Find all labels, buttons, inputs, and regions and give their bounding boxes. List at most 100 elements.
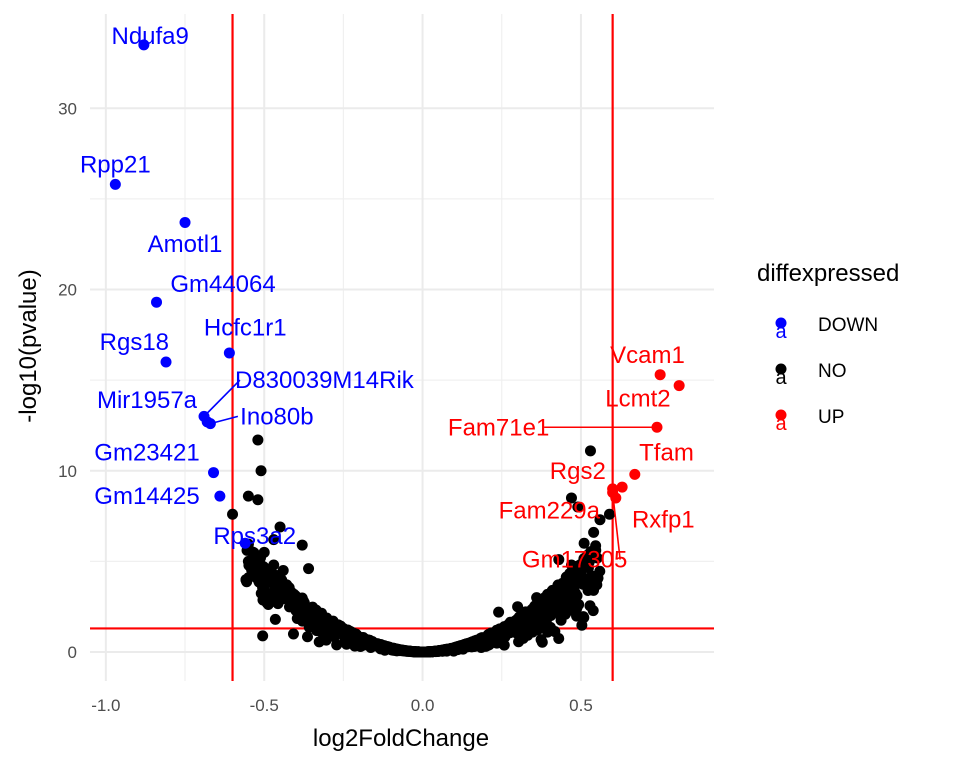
x-tick-label: -1.0 [91,696,120,715]
legend-key-point [775,363,787,375]
gene-label-amotl1: Amotl1 [148,231,223,258]
point-no [268,559,280,571]
gene-label-ndufa9: Ndufa9 [111,23,188,50]
point-no [301,631,313,643]
point-no [274,521,286,533]
gene-label-gm44064: Gm44064 [170,271,275,298]
point-no [269,613,281,625]
point-no [258,546,270,558]
point-no [588,526,600,538]
label-segments [203,379,657,560]
point-no [310,620,322,632]
data-points [109,39,685,658]
point-no [591,579,603,591]
point-no [578,537,590,549]
gene-label-fam71e1: Fam71e1 [448,414,549,441]
gene-label-fam229a: Fam229a [499,498,601,525]
point-no [338,626,350,638]
point-no [580,577,592,589]
point-no [252,494,264,506]
point-no [511,627,523,639]
point-no [569,587,581,599]
gene-label-lcmt2: Lcmt2 [605,385,670,412]
gene-label-rxfp1: Rxfp1 [632,507,695,534]
point-rgs2 [616,481,628,493]
point-amotl1 [179,216,191,228]
point-no [587,605,599,617]
point-no [493,606,505,618]
y-tick-label: 0 [68,643,77,662]
gene-label-mir1957a: Mir1957a [97,387,198,414]
legend-key-glyph: a [775,413,787,435]
point-no [565,492,577,504]
point-no [242,555,254,567]
point-no [594,565,606,577]
point-lcmt2 [673,380,685,392]
point-no [261,597,273,609]
point-no [296,539,308,551]
gene-label-ino80b: Ino80b [240,403,313,430]
point-no [258,570,270,582]
y-tick-label: 30 [58,99,77,118]
point-gm44064 [151,296,163,308]
threshold-lines [90,14,714,681]
point-no [573,599,585,611]
point-no [583,556,595,568]
gene-label-gm14425: Gm14425 [94,483,199,510]
point-no [242,490,254,502]
point-no [388,644,400,656]
point-no [584,445,596,457]
gene-label-rgs2: Rgs2 [550,458,606,485]
point-no [415,646,427,658]
point-no [296,594,308,606]
point-no [298,607,310,619]
segment-d830039m14rik [203,379,241,417]
point-no [553,632,565,644]
legend-title: diffexpressed [757,260,899,287]
legend-key-point [775,317,787,329]
point-rgs18 [160,356,172,368]
point-no [572,501,584,513]
point-no [252,562,264,574]
point-no [565,559,577,571]
point-no [445,643,457,655]
gene-label-rpp21: Rpp21 [80,151,151,178]
point-no [286,594,298,606]
point-no [577,611,589,623]
point-no [594,514,606,526]
legend-key-point [775,409,787,421]
point-no [277,564,289,576]
point-rpp21 [109,178,121,190]
point-no [512,601,524,613]
point-no [535,634,547,646]
point-no [531,592,543,604]
y-tick-label: 20 [58,281,77,300]
point-no [240,574,252,586]
gene-label-gm17305: Gm17305 [522,547,627,574]
point-no [585,546,597,558]
point-no [227,508,239,520]
point-no [497,630,509,642]
legend-key-glyph: a [775,321,787,343]
legend: diffexpressed a DOWN a NO a UP [757,260,899,435]
point-no [455,640,467,652]
point-no [313,636,325,648]
legend-entries: a DOWN a NO a UP [775,315,878,435]
segment-gm17305 [611,492,621,560]
point-no [511,614,523,626]
y-tick-label: 10 [58,462,77,481]
gene-label-tfam: Tfam [639,440,694,467]
point-no [326,618,338,630]
point-gm14425 [214,490,226,502]
gene-label-gm23421: Gm23421 [94,440,199,467]
point-no [552,605,564,617]
point-no [576,619,588,631]
point-no [482,639,494,651]
point-gm23421 [208,467,220,479]
point-no [287,628,299,640]
x-tick-label: 0.5 [569,696,593,715]
gene-label-d830039m14rik: D830039M14Rik [235,367,415,394]
point-hcfc1r1 [223,347,235,359]
point-rps3a2 [239,537,251,549]
